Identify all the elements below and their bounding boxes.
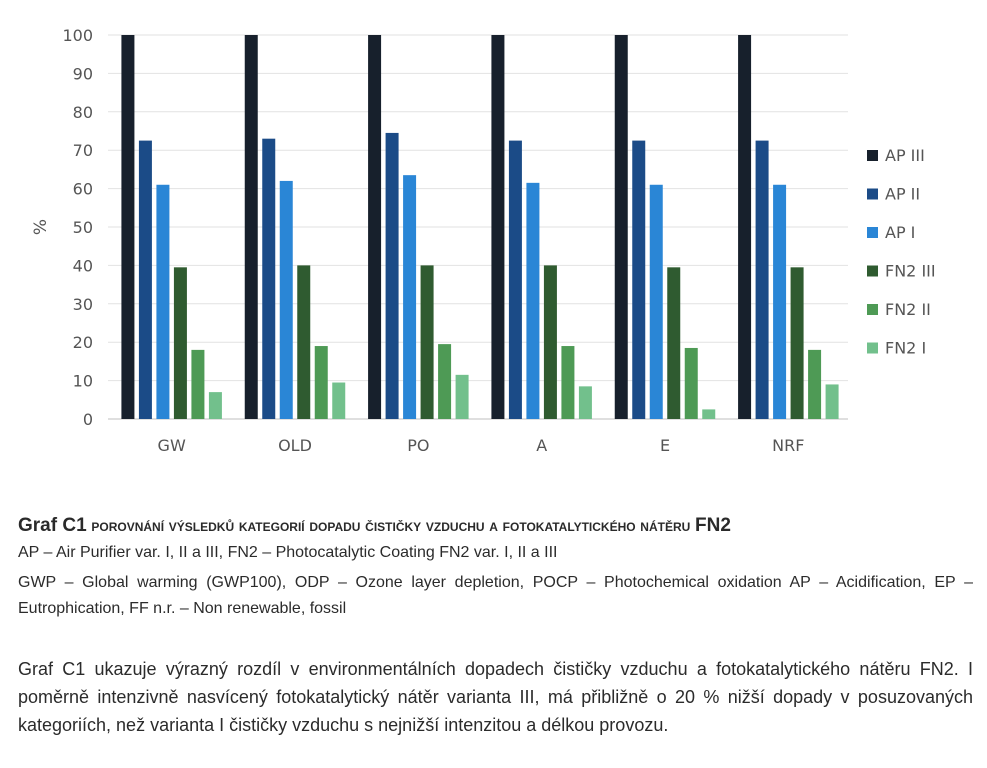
bar-NRF-AP-II — [755, 140, 769, 419]
bar-PO-FN2-II — [438, 344, 452, 419]
legend-label: FN2 I — [885, 339, 926, 358]
bar-E-FN2-III — [667, 267, 681, 419]
caption-abbreviations-1: AP – Air Purifier var. I, II a III, FN2 … — [18, 544, 558, 561]
y-axis-label: % — [31, 219, 51, 235]
legend-swatch — [867, 304, 878, 315]
caption-abbreviations-2: GWP – Global warming (GWP100), ODP – Ozo… — [18, 574, 973, 617]
legend-label: FN2 III — [885, 262, 936, 281]
bar-NRF-AP-I — [773, 184, 787, 419]
bar-OLD-FN2-I — [332, 382, 346, 419]
bar-E-FN2-II — [684, 347, 698, 419]
legend-label: AP II — [885, 185, 920, 204]
bar-OLD-FN2-III — [297, 265, 311, 419]
bar-E-AP-II — [632, 140, 646, 419]
y-tick-label: 30 — [73, 295, 93, 314]
bar-A-FN2-III — [543, 265, 557, 419]
legend-swatch — [867, 342, 878, 354]
legend: AP III AP II AP I FN2 III FN2 II FN2 I — [867, 146, 936, 358]
x-tick-label: E — [660, 436, 670, 455]
bar-OLD-AP-II — [262, 138, 276, 419]
y-tick-label: 10 — [73, 372, 93, 391]
legend-swatch — [867, 227, 878, 238]
bars — [121, 35, 839, 420]
x-tick-label: OLD — [278, 436, 312, 455]
bar-A-FN2-I — [578, 386, 592, 419]
bar-NRF-FN2-II — [808, 349, 822, 419]
y-tick-label: 40 — [73, 256, 93, 275]
bar-GW-FN2-III — [173, 267, 187, 419]
bar-NRF-AP-III — [738, 35, 752, 419]
bar-A-FN2-II — [561, 346, 575, 419]
y-tick-label: 80 — [73, 103, 93, 122]
caption-title-text: porovnání výsledků kategorií dopadu čist… — [91, 516, 691, 535]
bar-PO-FN2-III — [420, 265, 434, 419]
bar-E-AP-III — [614, 35, 628, 419]
bar-GW-FN2-II — [191, 349, 205, 419]
y-tick-label: 100 — [62, 26, 93, 45]
legend-label: FN2 II — [885, 300, 931, 319]
legend-swatch — [867, 188, 878, 200]
bar-PO-AP-II — [385, 132, 399, 420]
x-tick-label: GW — [158, 436, 186, 455]
bar-OLD-AP-III — [244, 35, 258, 419]
bar-PO-AP-I — [403, 175, 417, 419]
body-paragraph: Graf C1 ukazuje výrazný rozdíl v environ… — [18, 659, 973, 735]
y-tick-label: 60 — [73, 180, 93, 199]
figure-caption-title: Graf C1 porovnání výsledků kategorií dop… — [18, 515, 973, 537]
bar-OLD-AP-I — [279, 180, 293, 419]
bar-NRF-FN2-III — [790, 267, 804, 419]
legend-swatch — [867, 265, 878, 277]
x-tick-label: NRF — [772, 436, 804, 455]
bar-OLD-FN2-II — [314, 346, 328, 419]
bar-E-FN2-I — [702, 409, 716, 419]
bar-A-AP-II — [508, 140, 522, 419]
bar-GW-AP-I — [156, 184, 170, 419]
y-tick-label: 0 — [83, 410, 93, 429]
bar-A-AP-III — [491, 35, 505, 419]
gridlines — [108, 34, 848, 420]
bar-GW-AP-III — [121, 35, 135, 419]
bar-E-AP-I — [649, 184, 663, 419]
bar-GW-FN2-I — [208, 392, 222, 419]
x-tick-label: A — [536, 436, 547, 455]
legend-label: AP III — [885, 146, 925, 165]
caption-title-end: FN2 — [695, 515, 731, 536]
legend-label: AP I — [885, 223, 915, 242]
bar-PO-FN2-I — [455, 374, 469, 419]
y-axis-ticks: 0 10 20 30 40 50 60 70 80 90 100 — [62, 26, 93, 429]
x-tick-label: PO — [407, 436, 429, 455]
bar-A-AP-I — [526, 182, 540, 419]
bar-chart: 0 10 20 30 40 50 60 70 80 90 100 % GW OLD PO A E NRF AP… — [31, 26, 936, 455]
bar-PO-AP-III — [368, 35, 382, 419]
y-tick-label: 70 — [73, 141, 93, 160]
caption-graf-label: Graf C1 — [18, 515, 87, 536]
x-axis-ticks: GW OLD PO A E NRF — [158, 436, 805, 455]
y-tick-label: 50 — [73, 218, 93, 237]
bar-NRF-FN2-I — [825, 384, 839, 419]
y-tick-label: 90 — [73, 64, 93, 83]
y-tick-label: 20 — [73, 333, 93, 352]
bar-GW-AP-II — [138, 140, 152, 419]
legend-swatch — [867, 150, 878, 161]
